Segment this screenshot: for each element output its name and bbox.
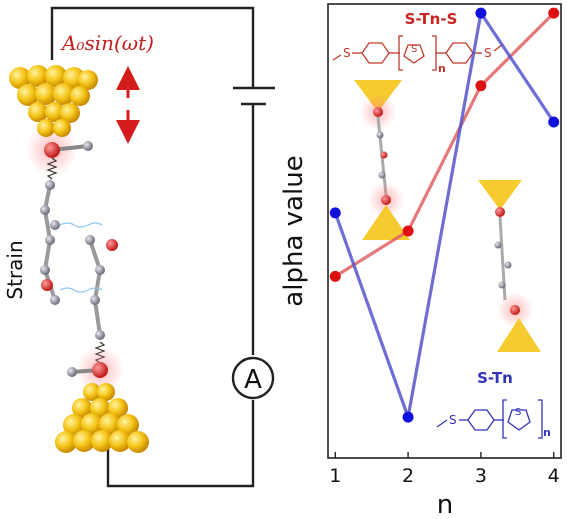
- data-point-s-tn-s: [329, 270, 341, 282]
- x-tick-label: 1: [329, 465, 341, 487]
- stns-sulfur-right: S: [484, 46, 492, 60]
- circuit-schematic: A: [50, 6, 275, 488]
- stn-sulfur-ring: S: [515, 407, 521, 418]
- stns-subscript: n: [438, 62, 446, 75]
- data-point-s-tn-s: [475, 80, 487, 92]
- data-point-s-tn-s: [402, 225, 414, 237]
- strain-label: Strain: [3, 240, 27, 299]
- stns-sulfur-left: S: [343, 46, 351, 60]
- stn-annotation: S-Tn S S n: [436, 369, 551, 439]
- data-point-s-tn-s: [548, 7, 560, 19]
- data-point-s-tn: [548, 116, 560, 128]
- molecule-junction-icon: [40, 141, 124, 394]
- stn-label: S-Tn: [477, 369, 513, 387]
- stns-junction-inset-icon: [354, 80, 410, 240]
- plot-frame: [327, 3, 562, 459]
- data-point-s-tn: [475, 7, 487, 19]
- alpha-chart: alpha value n S-Tn-S S S S n: [279, 3, 562, 519]
- y-axis-label: alpha value: [279, 155, 309, 306]
- stns-sulfur-ring: S: [411, 44, 417, 55]
- data-point-s-tn: [402, 411, 414, 423]
- series-line-s-tn: [333, 8, 556, 424]
- data-point-s-tn: [329, 207, 341, 219]
- x-tick-label: 4: [548, 465, 560, 487]
- x-axis-label: n: [437, 490, 453, 519]
- stn-junction-inset-icon: [478, 180, 541, 352]
- x-tick-label: 2: [402, 465, 414, 487]
- oscillation-formula: A₀sin(ωt): [60, 31, 154, 55]
- series-line-s-tn-s: [334, 11, 555, 278]
- bottom-gold-electrode-icon: [55, 383, 149, 453]
- ammeter-icon: [231, 356, 275, 400]
- x-tick-label: 3: [475, 465, 487, 487]
- stn-subscript: n: [543, 426, 551, 439]
- top-gold-electrode-icon: [9, 65, 98, 176]
- circuit-wire-top: [50, 6, 255, 88]
- stn-structure-icon: S: [436, 399, 543, 439]
- circuit-wire-bottom: [106, 400, 255, 488]
- ammeter-label: A: [244, 365, 262, 395]
- stns-label: S-Tn-S: [405, 10, 458, 28]
- stn-sulfur: S: [449, 413, 457, 427]
